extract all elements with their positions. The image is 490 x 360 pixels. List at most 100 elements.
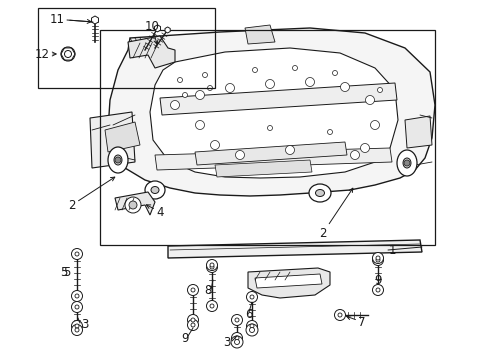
Text: 7: 7 (346, 315, 366, 328)
Ellipse shape (151, 186, 159, 194)
Text: 4: 4 (147, 205, 164, 219)
Circle shape (202, 72, 207, 77)
Circle shape (210, 263, 214, 267)
Circle shape (75, 305, 79, 309)
Circle shape (333, 71, 338, 76)
Circle shape (341, 82, 349, 91)
Polygon shape (154, 25, 161, 32)
Circle shape (188, 320, 198, 330)
Polygon shape (128, 36, 175, 68)
Circle shape (125, 197, 141, 213)
Polygon shape (405, 116, 432, 148)
Circle shape (231, 336, 243, 348)
Circle shape (235, 336, 239, 340)
Ellipse shape (397, 150, 417, 176)
Polygon shape (245, 25, 275, 44)
Ellipse shape (403, 158, 411, 168)
Polygon shape (168, 240, 422, 258)
Circle shape (191, 323, 195, 327)
Circle shape (75, 324, 79, 328)
Circle shape (196, 90, 204, 99)
Circle shape (231, 315, 243, 325)
Circle shape (182, 93, 188, 98)
Circle shape (231, 333, 243, 343)
Circle shape (61, 47, 75, 61)
Circle shape (372, 255, 384, 266)
Circle shape (305, 77, 315, 86)
Circle shape (206, 261, 218, 273)
Text: 9: 9 (181, 332, 189, 345)
Polygon shape (90, 112, 135, 168)
Circle shape (377, 87, 383, 93)
Polygon shape (115, 192, 155, 215)
Circle shape (376, 256, 380, 260)
Ellipse shape (108, 147, 128, 173)
Polygon shape (195, 142, 347, 165)
Circle shape (236, 150, 245, 159)
Text: 2: 2 (68, 177, 115, 212)
Polygon shape (165, 27, 170, 33)
Circle shape (372, 284, 384, 296)
Circle shape (72, 248, 82, 260)
Text: 11: 11 (50, 13, 65, 26)
Circle shape (372, 252, 384, 264)
Circle shape (268, 126, 272, 131)
Circle shape (250, 324, 254, 328)
Circle shape (361, 144, 369, 153)
Circle shape (404, 160, 410, 166)
Circle shape (191, 318, 195, 322)
Text: 9: 9 (374, 274, 382, 288)
Polygon shape (155, 148, 392, 170)
Circle shape (350, 150, 360, 159)
Circle shape (72, 324, 82, 336)
Circle shape (72, 320, 82, 332)
Text: 8: 8 (204, 284, 212, 297)
Circle shape (207, 86, 213, 90)
Circle shape (376, 288, 380, 292)
Circle shape (246, 320, 258, 332)
Circle shape (75, 252, 79, 256)
Circle shape (250, 295, 254, 299)
Text: 1: 1 (388, 243, 396, 257)
Circle shape (335, 310, 345, 320)
Text: 12: 12 (35, 48, 50, 60)
Ellipse shape (114, 155, 122, 165)
Bar (38, 8, 215, 88)
Polygon shape (255, 274, 322, 288)
Circle shape (188, 315, 198, 325)
Circle shape (210, 265, 214, 269)
Circle shape (206, 301, 218, 311)
Circle shape (246, 324, 258, 336)
Circle shape (252, 68, 258, 72)
Polygon shape (160, 83, 397, 115)
Circle shape (235, 339, 240, 345)
Ellipse shape (316, 189, 324, 197)
Circle shape (188, 284, 198, 296)
Circle shape (191, 288, 195, 292)
Circle shape (129, 201, 137, 209)
Circle shape (370, 121, 379, 130)
Circle shape (327, 130, 333, 135)
Circle shape (376, 258, 380, 262)
Circle shape (211, 140, 220, 149)
Circle shape (206, 260, 218, 270)
Circle shape (249, 328, 254, 333)
Circle shape (210, 304, 214, 308)
Circle shape (65, 50, 72, 58)
Circle shape (177, 77, 182, 82)
Text: 6: 6 (245, 309, 253, 321)
Circle shape (235, 318, 239, 322)
Text: 2: 2 (319, 188, 353, 239)
Circle shape (293, 66, 297, 71)
Polygon shape (215, 160, 312, 177)
Circle shape (246, 292, 258, 302)
Text: 5: 5 (60, 266, 68, 279)
Circle shape (115, 157, 121, 163)
Circle shape (266, 80, 274, 89)
Text: 5: 5 (63, 266, 71, 279)
Bar (100, 30, 435, 245)
Text: 3: 3 (81, 319, 89, 332)
Polygon shape (105, 122, 140, 152)
Circle shape (286, 145, 294, 154)
Circle shape (338, 313, 342, 317)
